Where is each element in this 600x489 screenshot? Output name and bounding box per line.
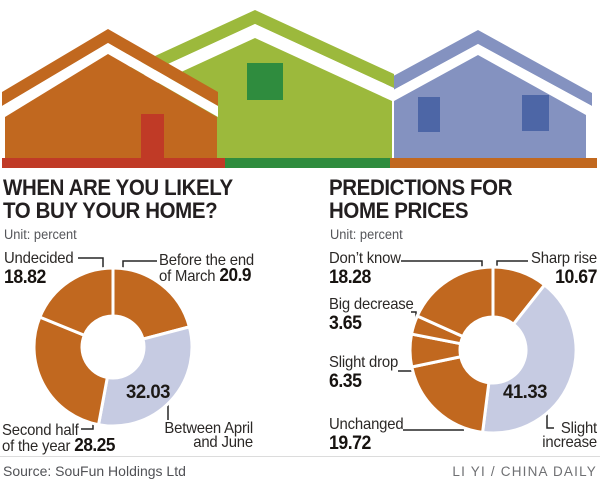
slice-second-half-of-the-year — [32, 315, 110, 427]
right-chart-unit-label: Unit: percent — [330, 227, 403, 242]
credit-text: LI YI / CHINA DAILY — [452, 464, 597, 479]
blue-house-roof-stripe — [386, 44, 592, 117]
donut-chart-price-predictions — [408, 265, 578, 435]
left-chart-unit-label: Unit: percent — [4, 227, 77, 242]
right-chart-title: PREDICTIONS FOR HOME PRICES — [329, 175, 513, 223]
ground-strips — [2, 158, 597, 168]
callout-sharp-rise: Sharp rise 10.67 — [518, 251, 597, 288]
green-house-roof — [116, 10, 394, 88]
orange-house-roof — [2, 29, 218, 106]
donut-chart-buy-home — [32, 266, 194, 428]
blue-house-window-icon — [418, 97, 440, 132]
slice-undecided — [37, 266, 115, 338]
value-undecided: 18.82 — [4, 266, 46, 288]
green-house-window-icon — [247, 63, 283, 100]
left-chart-title: WHEN ARE YOU LIKELY TO BUY YOUR HOME? — [3, 175, 233, 223]
ground-strip-green — [225, 158, 390, 168]
leader-dont-know — [401, 260, 483, 269]
blue-house-icon — [386, 30, 592, 158]
leader-before-march — [122, 260, 157, 269]
callout-big-decrease: Big decrease 3.65 — [329, 296, 414, 334]
houses-illustration — [2, 10, 597, 168]
blue-house-window-icon — [522, 95, 549, 131]
footer-divider — [0, 456, 600, 457]
slice-before-the-end-of-march — [111, 266, 192, 341]
callout-undecided: Undecided 18.82 — [4, 250, 74, 288]
callout-second-half: Second half of the year 28.25 — [2, 422, 115, 455]
blue-house-roof — [386, 30, 592, 106]
blue-house-body — [394, 55, 586, 158]
value-big-decrease: 3.65 — [329, 312, 362, 334]
value-dont-know: 18.28 — [329, 266, 371, 288]
callout-dont-know: Don’t know 18.28 — [329, 250, 401, 288]
value-second-half: 28.25 — [74, 433, 115, 455]
callout-slight-increase: Slight increase — [542, 420, 597, 451]
slice-between-april-and-june — [96, 325, 194, 428]
slice-unchanged — [409, 354, 491, 435]
value-before-march: 20.9 — [219, 263, 251, 285]
orange-house-icon — [2, 29, 218, 158]
callout-before-march: Before the end of March 20.9 — [159, 252, 255, 285]
value-unchanged: 19.72 — [329, 432, 371, 454]
ground-strip-red — [2, 158, 225, 168]
ground-strip-orange — [390, 158, 597, 168]
leader-undecided — [78, 257, 104, 268]
value-slight-drop: 6.35 — [329, 370, 362, 392]
green-house-roof-stripe — [116, 24, 394, 101]
orange-house-door-icon — [141, 114, 164, 158]
slice-don-t-know — [415, 265, 495, 339]
callout-slight-drop: Slight drop 6.35 — [329, 354, 399, 392]
value-between-april-june: 32.03 — [126, 381, 170, 403]
source-text: Source: SouFun Holdings Ltd — [3, 463, 186, 479]
value-slight-increase: 41.33 — [503, 381, 547, 403]
slice-slight-increase — [480, 282, 578, 435]
callout-between-april-june: Between April and June — [164, 420, 253, 451]
callout-unchanged: Unchanged 19.72 — [329, 416, 404, 454]
value-sharp-rise: 10.67 — [555, 266, 597, 288]
